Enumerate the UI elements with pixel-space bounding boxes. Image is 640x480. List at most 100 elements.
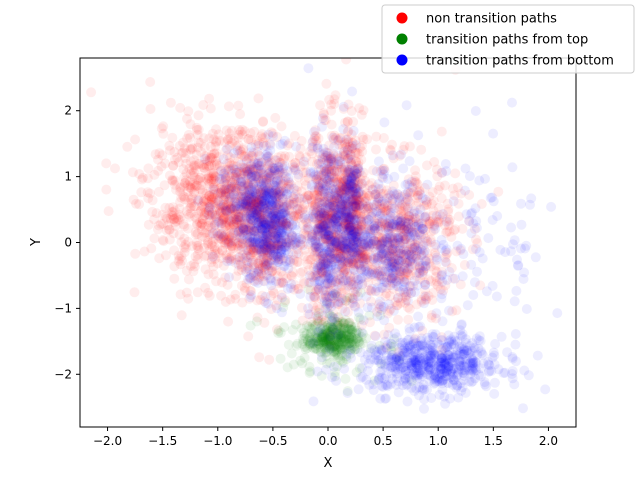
scatter-point [262,189,272,200]
scatter-point [296,186,307,197]
scatter-point [272,132,283,142]
scatter-point [214,206,225,217]
scatter-point [192,124,203,135]
scatter-point [338,101,349,112]
scatter-point [276,266,287,277]
scatter-point [244,273,255,284]
scatter-point [436,193,447,204]
scatter-point [236,185,247,196]
scatter-point [252,312,263,323]
scatter-point [183,274,194,285]
scatter-point [251,199,262,210]
scatter-point [224,231,235,242]
scatter-point [293,172,304,183]
scatter-point [220,235,231,246]
scatter-point [270,235,281,245]
scatter-point [268,218,279,229]
scatter-point [225,182,236,193]
scatter-point [253,197,264,208]
scatter-point [373,225,384,236]
scatter-point [237,238,248,249]
scatter-point [214,217,225,227]
scatter-point [276,121,287,132]
scatter-point [193,137,204,148]
scatter-point [477,349,488,360]
scatter-point [209,148,220,159]
scatter-point [259,317,270,328]
scatter-point [239,198,250,209]
scatter-point [224,218,235,229]
scatter-point [159,180,170,191]
scatter-point [248,162,259,173]
scatter-point [280,239,291,250]
scatter-point [209,209,220,220]
scatter-point [248,205,259,216]
scatter-point [233,132,244,143]
scatter-point [244,211,255,222]
scatter-point [315,323,326,334]
scatter-point [236,176,246,187]
scatter-point [367,184,378,195]
scatter-point [192,228,203,239]
scatter-point [236,244,247,255]
scatter-point [162,220,173,231]
scatter-point [309,241,320,252]
scatter-point [317,121,327,132]
scatter-point [260,187,271,198]
scatter-point [390,273,400,284]
scatter-point [206,239,217,250]
scatter-point [256,189,267,200]
scatter-point [149,169,160,180]
scatter-point [235,240,245,250]
scatter-point [243,153,254,164]
scatter-point [229,222,239,233]
scatter-point [178,164,189,175]
scatter-point [167,175,178,186]
scatter-point [277,179,288,189]
scatter-point [208,193,219,204]
scatter-point [340,306,351,317]
scatter-point [238,202,249,213]
scatter-point [226,240,237,251]
scatter-point [320,303,331,314]
scatter-point [101,184,112,195]
scatter-point [286,279,297,290]
scatter-point [181,168,192,179]
scatter-point [224,231,235,242]
scatter-point [318,208,329,219]
scatter-point [207,207,218,218]
scatter-point [188,266,199,277]
scatter-point [248,242,259,253]
scatter-point [224,220,235,231]
scatter-point [208,178,219,189]
scatter-point [235,126,246,137]
scatter-point [191,180,202,191]
scatter-point [195,206,206,217]
scatter-point [254,194,265,205]
scatter-point [210,176,221,187]
scatter-point [254,194,265,205]
scatter-point [204,133,215,144]
scatter-point [246,196,257,207]
scatter-point [174,229,185,240]
scatter-point [192,174,203,185]
scatter-point [247,151,258,162]
scatter-point [325,153,336,164]
scatter-point [252,250,262,261]
scatter-point [375,208,386,219]
scatter-point [246,243,257,254]
scatter-point [193,195,204,206]
scatter-point [190,160,201,171]
scatter-point [412,349,423,360]
scatter-point [370,331,381,342]
scatter-point [171,212,182,223]
scatter-point [277,218,288,229]
scatter-point [259,214,269,225]
scatter-point [228,204,238,215]
scatter-point [402,202,413,213]
scatter-point [262,230,273,241]
scatter-point [297,266,308,277]
scatter-point [200,166,211,177]
scatter-point [211,202,222,213]
scatter-point [201,173,212,184]
